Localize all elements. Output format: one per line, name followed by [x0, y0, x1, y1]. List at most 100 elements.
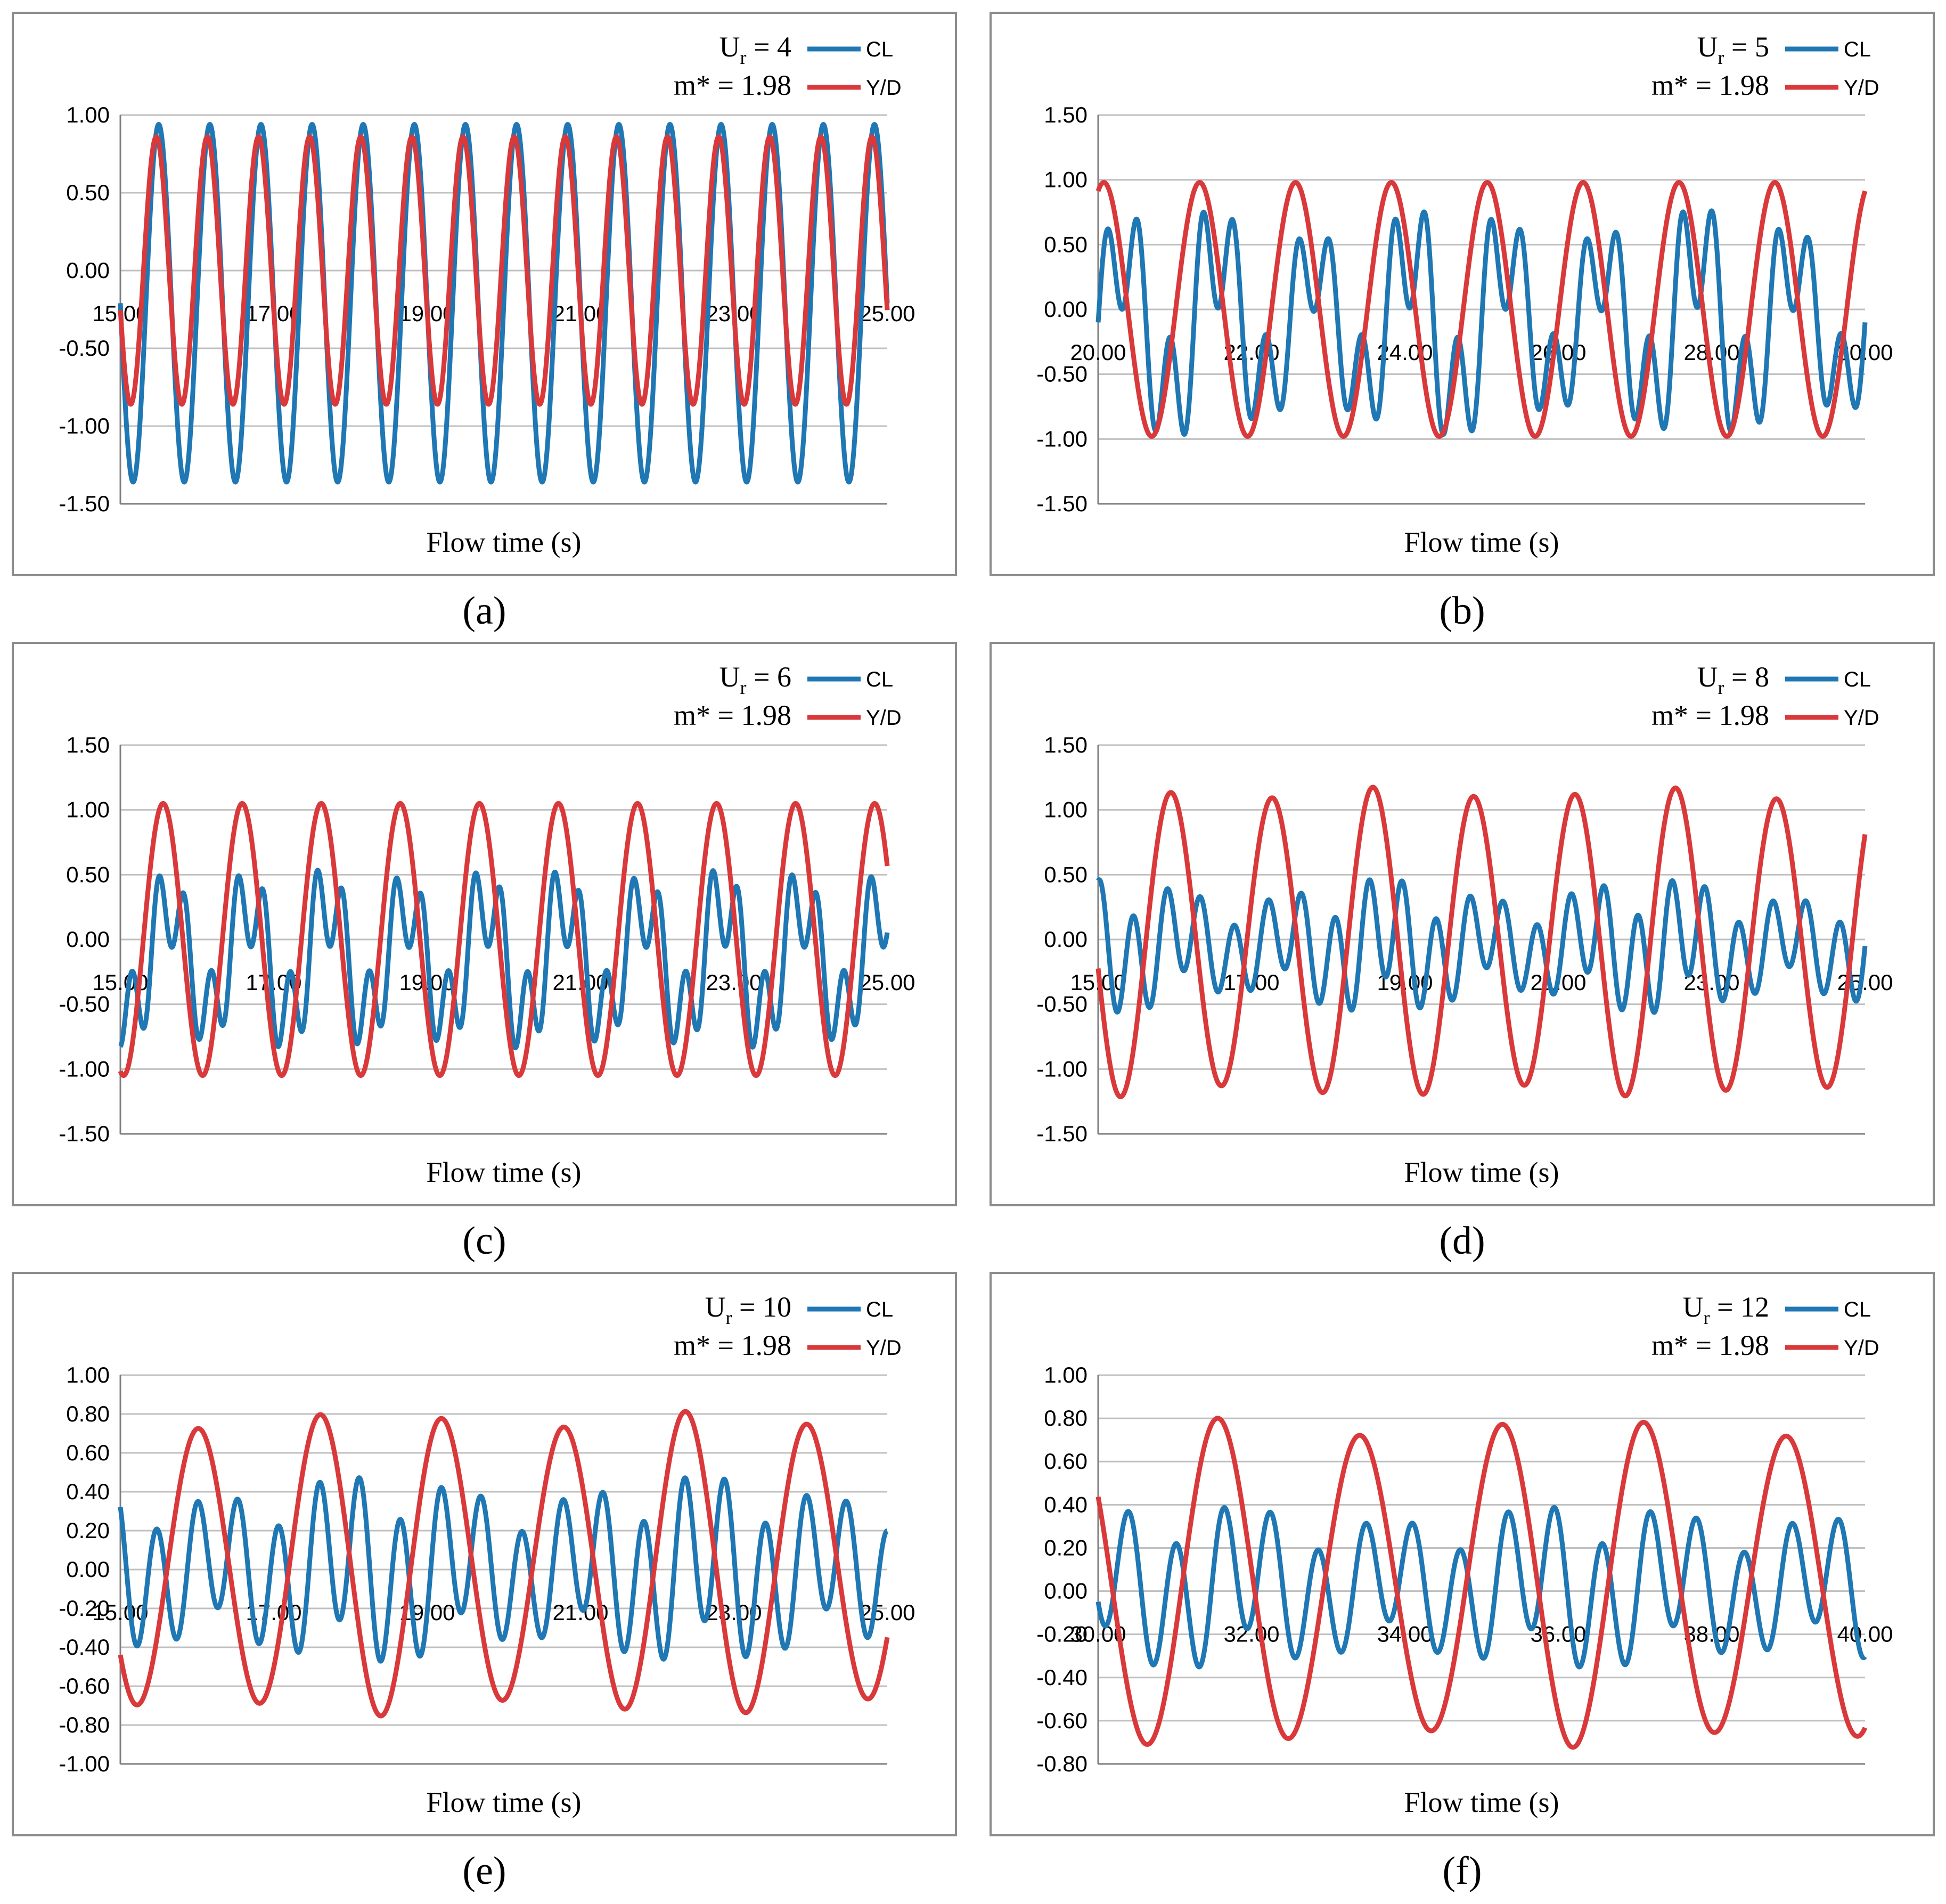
- panel-f: -0.80 -0.60 -0.40 -0.20 0.00 0.20 0.40 0.60 0.80…: [990, 1272, 1935, 1836]
- x-tick-label: 25.00: [859, 1600, 915, 1625]
- y-tick-label: -0.50: [59, 336, 110, 361]
- y-tick-label: 0.00: [1044, 927, 1088, 952]
- ur-subscript: r: [1718, 677, 1724, 698]
- ur-symbol: U: [1697, 661, 1718, 693]
- y-tick-label: -0.40: [59, 1635, 110, 1660]
- ur-value: = 6: [747, 661, 791, 693]
- series-line-yd: [118, 801, 890, 1078]
- legend-label: CL: [866, 1298, 893, 1321]
- ur-value: = 4: [747, 31, 791, 63]
- y-tick-label: -0.60: [1036, 1708, 1088, 1733]
- series-line-yd: [1095, 180, 1868, 439]
- y-tick-label: -0.40: [1036, 1665, 1088, 1690]
- y-tick-label: -0.80: [1036, 1751, 1088, 1776]
- legend-label: CL: [1844, 1298, 1871, 1321]
- y-tick-label: -1.50: [1036, 1121, 1088, 1146]
- y-tick-label: 0.40: [66, 1479, 110, 1504]
- y-tick-label: 0.00: [1044, 1579, 1088, 1604]
- x-axis-label: Flow time (s): [427, 1156, 582, 1188]
- y-tick-label: -0.20: [1036, 1622, 1088, 1647]
- legend-label: Y/D: [866, 76, 902, 100]
- y-tick-label: -1.50: [59, 491, 110, 516]
- y-tick-label: 1.00: [66, 1362, 110, 1387]
- y-tick-label: -1.00: [1036, 1056, 1088, 1081]
- ur-annotation: Ur = 5: [1697, 31, 1769, 68]
- y-tick-label: -1.00: [59, 413, 110, 438]
- x-axis-label: Flow time (s): [1404, 526, 1559, 558]
- panel-d: -1.50 -1.00 -0.50 0.00 0.50 1.00 1.50 15.00 17.0…: [990, 642, 1935, 1206]
- legend-label: CL: [866, 38, 893, 61]
- x-axis-label: Flow time (s): [1404, 1156, 1559, 1188]
- y-tick-label: 0.50: [1044, 862, 1088, 887]
- y-tick-label: 1.00: [1044, 167, 1088, 192]
- y-tick-label: 0.00: [66, 927, 110, 952]
- panel-e: -1.00 -0.80 -0.60 -0.40 -0.20 0.00 0.20 0.40 0.6…: [12, 1272, 957, 1836]
- ur-subscript: r: [1704, 1307, 1710, 1328]
- y-tick-label: 0.50: [66, 862, 110, 887]
- ur-value: = 10: [732, 1291, 791, 1323]
- y-tick-label: 1.50: [66, 732, 110, 757]
- y-tick-label: -0.50: [1036, 992, 1088, 1017]
- mass-ratio-annotation: m* = 1.98: [674, 699, 791, 731]
- y-tick-label: -1.00: [59, 1751, 110, 1776]
- ur-symbol: U: [719, 31, 740, 63]
- y-tick-label: -1.50: [1036, 491, 1088, 516]
- series-line-yd: [1095, 1416, 1868, 1750]
- x-tick-label: 15.00: [92, 1600, 148, 1625]
- mass-ratio-annotation: m* = 1.98: [1651, 1329, 1769, 1361]
- legend-label: Y/D: [1844, 1336, 1879, 1360]
- legend-label: Y/D: [1844, 76, 1879, 100]
- y-tick-label: 0.40: [1044, 1492, 1088, 1517]
- series-line-cl: [118, 122, 890, 485]
- x-axis-label: Flow time (s): [1404, 1786, 1559, 1818]
- series-line-yd: [118, 134, 890, 407]
- caption-e: (e): [462, 1849, 506, 1893]
- y-tick-label: 0.20: [66, 1518, 110, 1543]
- y-tick-label: -1.50: [59, 1121, 110, 1146]
- y-tick-label: -0.50: [1036, 362, 1088, 387]
- x-tick-label: 23.00: [706, 970, 762, 995]
- y-tick-label: 1.00: [66, 102, 110, 127]
- x-tick-label: 40.00: [1837, 1622, 1893, 1647]
- series-line-cl: [1095, 208, 1868, 437]
- caption-f: (f): [1442, 1849, 1482, 1893]
- y-tick-label: 0.50: [1044, 232, 1088, 257]
- series-line-cl: [118, 868, 890, 1051]
- mass-ratio-annotation: m* = 1.98: [1651, 699, 1769, 731]
- mass-ratio-annotation: m* = 1.98: [674, 69, 791, 101]
- y-tick-label: 0.80: [1044, 1405, 1088, 1431]
- ur-symbol: U: [1683, 1291, 1704, 1323]
- y-tick-label: -0.60: [59, 1673, 110, 1698]
- caption-b: (b): [1439, 589, 1485, 633]
- legend-label: CL: [866, 668, 893, 691]
- y-tick-label: -0.20: [59, 1596, 110, 1621]
- caption-a: (a): [462, 589, 506, 633]
- x-axis-label: Flow time (s): [427, 526, 582, 558]
- y-tick-label: 0.20: [1044, 1535, 1088, 1560]
- y-tick-label: 0.80: [66, 1401, 110, 1426]
- y-tick-label: 0.00: [1044, 297, 1088, 322]
- y-tick-label: 1.00: [1044, 797, 1088, 822]
- ur-subscript: r: [740, 677, 747, 698]
- caption-d: (d): [1439, 1219, 1485, 1263]
- legend-label: Y/D: [866, 1336, 902, 1360]
- legend-label: CL: [1844, 38, 1871, 61]
- ur-subscript: r: [740, 47, 747, 68]
- x-tick-label: 36.00: [1530, 1622, 1586, 1647]
- panel-b: -1.50 -1.00 -0.50 0.00 0.50 1.00 1.50 20.00 22.0…: [990, 12, 1935, 576]
- x-tick-label: 25.00: [859, 970, 915, 995]
- ur-symbol: U: [1697, 31, 1718, 63]
- ur-symbol: U: [705, 1291, 726, 1323]
- y-tick-label: 0.50: [66, 180, 110, 205]
- y-tick-label: 1.50: [1044, 732, 1088, 757]
- y-tick-label: -1.00: [59, 1056, 110, 1081]
- y-tick-label: 1.00: [66, 797, 110, 822]
- series-line-yd: [118, 1409, 890, 1719]
- y-tick-label: 0.00: [66, 258, 110, 283]
- y-tick-label: -0.50: [59, 992, 110, 1017]
- ur-subscript: r: [726, 1307, 732, 1328]
- series-line-cl: [1096, 877, 1868, 1015]
